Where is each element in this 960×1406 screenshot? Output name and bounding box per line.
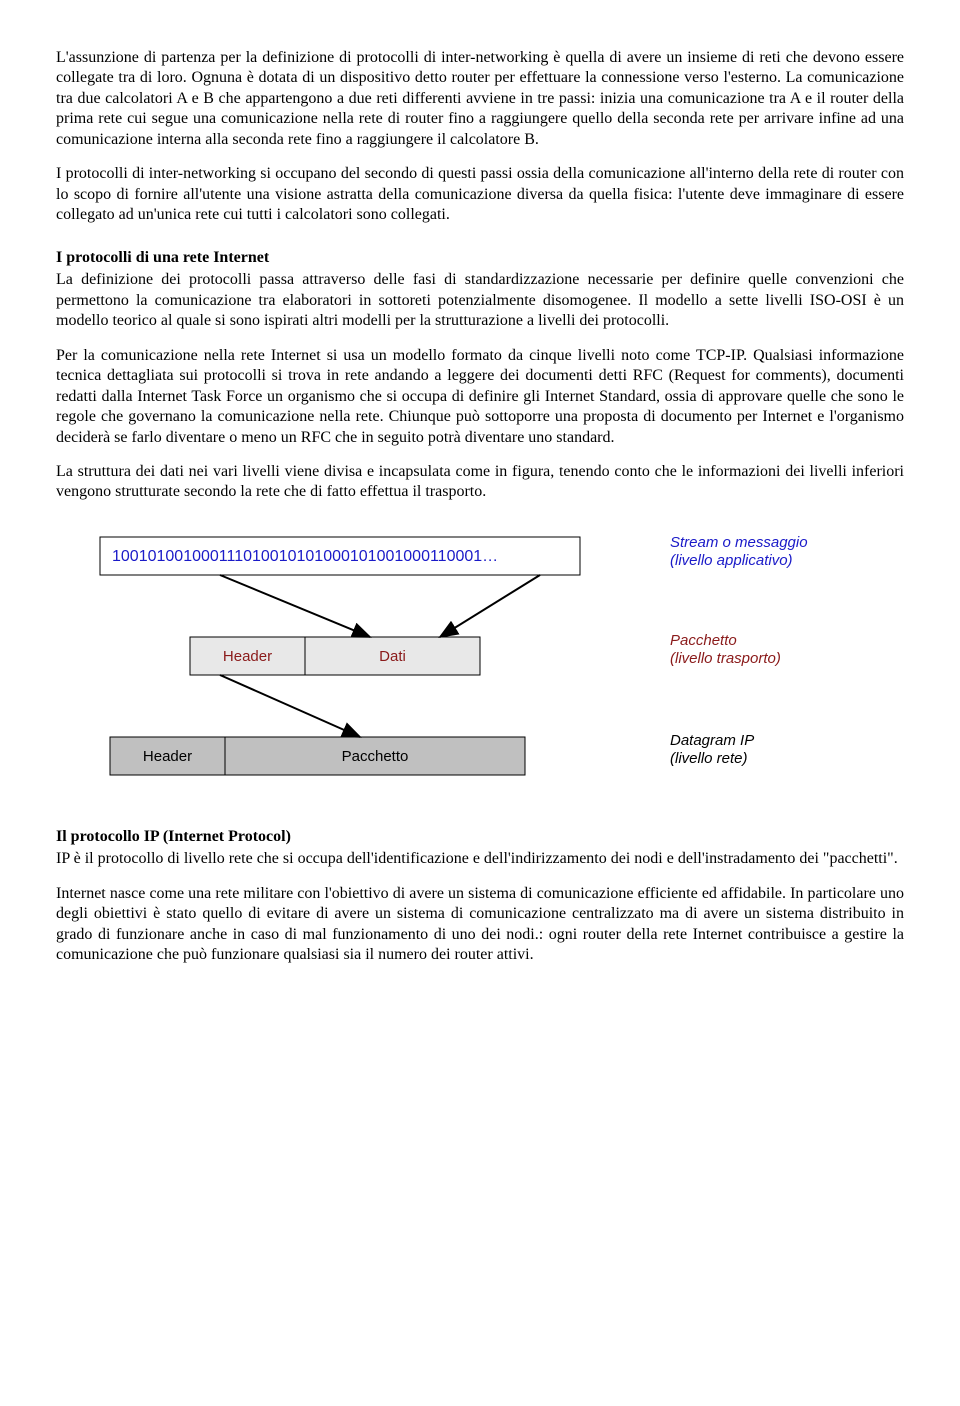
svg-text:(livello rete): (livello rete) xyxy=(670,750,748,767)
section1-para3: La struttura dei dati nei vari livelli v… xyxy=(56,462,904,503)
encapsulation-diagram: 1001010010001110100101010001010010001100… xyxy=(70,527,890,797)
svg-text:Header: Header xyxy=(223,648,272,665)
section-title-protocolli: I protocolli di una rete Internet xyxy=(56,248,904,268)
svg-text:Stream o messaggio: Stream o messaggio xyxy=(670,534,808,551)
paragraph-intro-2: I protocolli di inter-networking si occu… xyxy=(56,164,904,225)
section2-para2: Internet nasce come una rete militare co… xyxy=(56,884,904,966)
section1-para1: La definizione dei protocolli passa attr… xyxy=(56,270,904,331)
svg-text:Dati: Dati xyxy=(379,648,406,665)
svg-text:Pacchetto: Pacchetto xyxy=(670,632,737,649)
svg-text:(livello trasporto): (livello trasporto) xyxy=(670,650,781,667)
svg-text:Pacchetto: Pacchetto xyxy=(342,748,409,765)
svg-text:(livello applicativo): (livello applicativo) xyxy=(670,552,793,569)
paragraph-intro-1: L'assunzione di partenza per la definizi… xyxy=(56,48,904,150)
section2-para1: IP è il protocollo di livello rete che s… xyxy=(56,849,904,869)
svg-text:Header: Header xyxy=(143,748,192,765)
section-title-ip: Il protocollo IP (Internet Protocol) xyxy=(56,827,904,847)
svg-text:Datagram IP: Datagram IP xyxy=(670,732,754,749)
section1-para2: Per la comunicazione nella rete Internet… xyxy=(56,346,904,448)
svg-text:100101001000111010010101000101: 1001010010001110100101010001010010001100… xyxy=(112,548,498,565)
